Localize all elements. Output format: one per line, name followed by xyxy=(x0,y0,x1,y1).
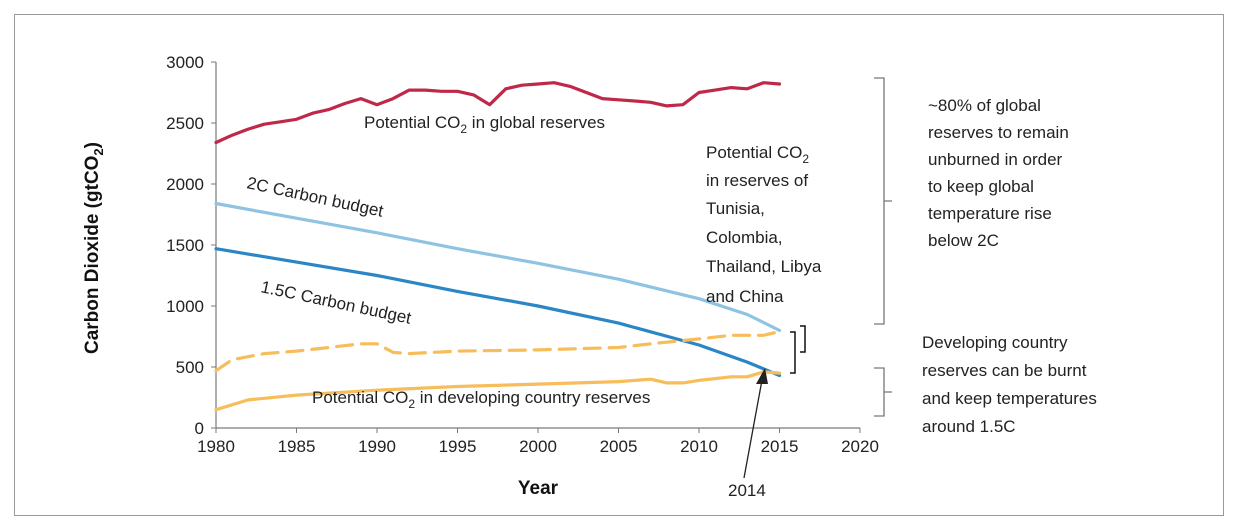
y-tick-label: 1500 xyxy=(166,236,204,255)
svg-text:reserves can be burnt: reserves can be burnt xyxy=(922,361,1087,380)
series-line-4 xyxy=(214,370,782,412)
svg-text:and China: and China xyxy=(706,287,784,306)
series-line-2 xyxy=(214,247,782,378)
arrow-2014-head xyxy=(756,368,768,384)
x-tick-label: 2015 xyxy=(761,437,799,456)
side-note-bottom: Developing country reserves can be burnt… xyxy=(922,333,1097,436)
svg-text:below 2C: below 2C xyxy=(928,231,999,250)
arrow-2014-line xyxy=(743,379,763,479)
label-developing-reserves: Potential CO2 in developing country rese… xyxy=(312,388,650,411)
series-line-3 xyxy=(214,330,782,373)
svg-text:Colombia,: Colombia, xyxy=(706,228,783,247)
y-tick-label: 2000 xyxy=(166,175,204,194)
x-axis-title: Year xyxy=(518,478,559,499)
x-tick-label: 2020 xyxy=(841,437,879,456)
label-global-reserves: Potential CO2 in global reserves xyxy=(364,113,605,136)
series-group xyxy=(214,81,782,412)
svg-text:around 1.5C: around 1.5C xyxy=(922,417,1016,436)
y-axis-title: Carbon Dioxide (gtCO2) xyxy=(82,142,106,354)
series-line-0 xyxy=(214,81,782,145)
svg-text:Tunisia,: Tunisia, xyxy=(706,199,765,218)
x-tick-label: 2010 xyxy=(680,437,718,456)
side-note-top: ~80% of global reserves to remain unburn… xyxy=(928,96,1069,250)
svg-text:Developing country: Developing country xyxy=(922,333,1068,352)
svg-text:unburned in order: unburned in order xyxy=(928,150,1063,169)
y-tick-label: 1000 xyxy=(166,297,204,316)
bracket-small-upper xyxy=(800,325,806,353)
x-tick-label: 1985 xyxy=(278,437,316,456)
svg-text:and keep temperatures: and keep temperatures xyxy=(922,389,1097,408)
label-2014: 2014 xyxy=(728,481,766,500)
svg-text:to keep global: to keep global xyxy=(928,177,1034,196)
svg-text:temperature rise: temperature rise xyxy=(928,204,1052,223)
y-tick-label: 2500 xyxy=(166,114,204,133)
svg-text:Thailand, Libya: Thailand, Libya xyxy=(706,257,822,276)
y-tick-label: 0 xyxy=(195,419,204,438)
x-tick-label: 2005 xyxy=(600,437,638,456)
bracket-small-lower xyxy=(790,331,796,374)
y-ticks: 0 500 1000 1500 2000 2500 3000 xyxy=(166,53,216,438)
svg-text:Potential CO2: Potential CO2 xyxy=(706,143,809,166)
x-tick-label: 1990 xyxy=(358,437,396,456)
x-ticks: 1980 1985 1990 1995 2000 2005 2010 2015 2020 xyxy=(197,428,879,456)
x-tick-label: 1980 xyxy=(197,437,235,456)
brace-top xyxy=(874,77,892,325)
series-line-1 xyxy=(214,201,782,332)
label-15c-budget: 1.5C Carbon budget xyxy=(259,277,413,327)
label-countries-reserves: Potential CO2 in reserves of Tunisia, Co… xyxy=(706,143,822,306)
x-tick-label: 2000 xyxy=(519,437,557,456)
svg-text:~80% of global: ~80% of global xyxy=(928,96,1041,115)
brace-bottom xyxy=(874,367,892,417)
y-tick-label: 3000 xyxy=(166,53,204,72)
svg-text:reserves to remain: reserves to remain xyxy=(928,123,1069,142)
y-tick-label: 500 xyxy=(176,358,204,377)
svg-text:in reserves of: in reserves of xyxy=(706,171,808,190)
x-tick-label: 1995 xyxy=(439,437,477,456)
